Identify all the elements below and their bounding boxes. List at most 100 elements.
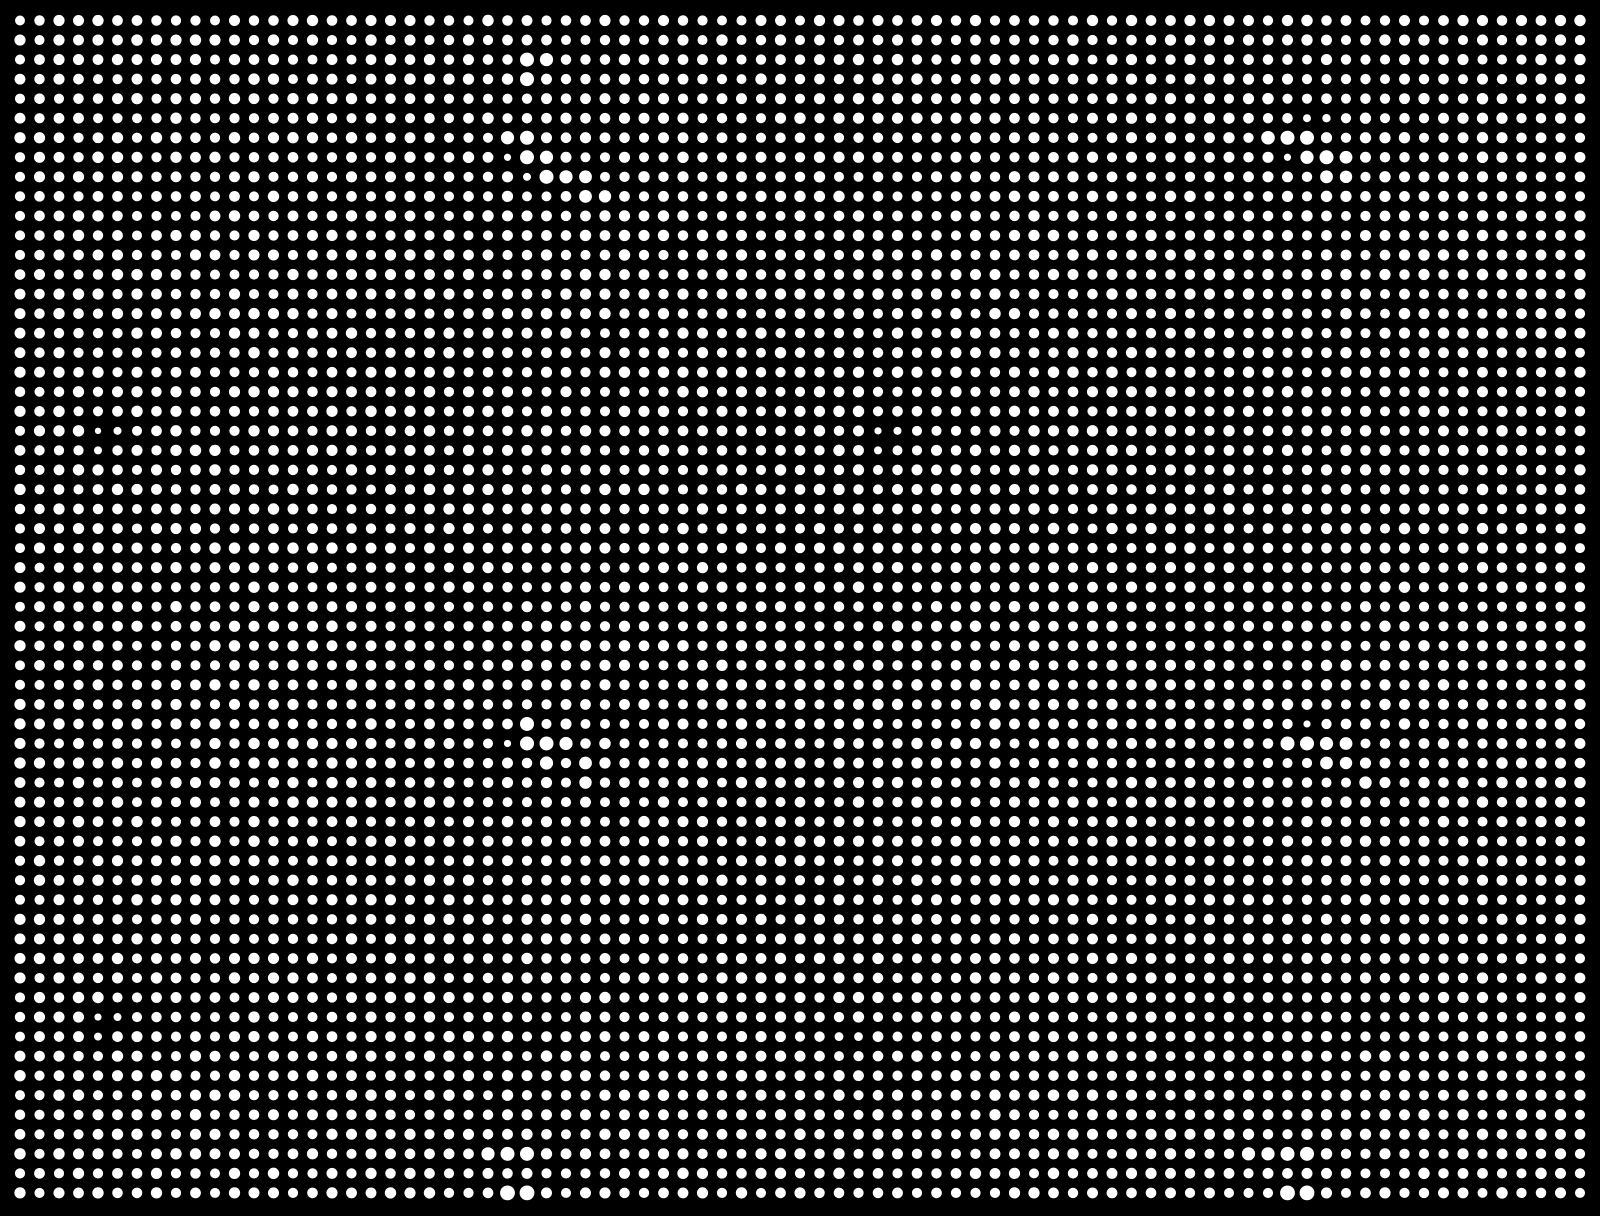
dot <box>1281 288 1294 300</box>
dot <box>1223 425 1235 437</box>
dot <box>1321 836 1332 847</box>
dot <box>1009 1148 1020 1160</box>
dot <box>677 855 689 867</box>
dot <box>53 1129 65 1140</box>
dot <box>541 112 552 124</box>
dot <box>482 992 494 1003</box>
dot <box>209 230 221 241</box>
dot <box>580 835 591 847</box>
dot <box>1457 991 1469 1004</box>
dot <box>1126 503 1137 515</box>
dot <box>1496 562 1508 573</box>
dot <box>443 913 455 925</box>
dot <box>853 269 864 280</box>
dot <box>34 894 45 905</box>
dot <box>53 171 65 183</box>
dot <box>794 933 806 945</box>
dot <box>248 679 260 691</box>
dot <box>541 1128 552 1140</box>
dot <box>736 308 747 319</box>
dot <box>1379 1168 1391 1179</box>
dot <box>599 1187 611 1199</box>
dot <box>53 1168 65 1179</box>
dot <box>248 367 260 378</box>
dot <box>209 777 221 789</box>
dot <box>1185 93 1195 104</box>
dot <box>14 366 26 378</box>
dot <box>228 620 241 632</box>
dot <box>33 151 46 163</box>
dot <box>307 992 318 1003</box>
dot <box>1457 1011 1469 1023</box>
dot <box>989 777 1001 788</box>
dot <box>794 542 806 554</box>
dot <box>599 14 611 27</box>
dot <box>463 816 474 828</box>
dot <box>112 191 123 202</box>
dot <box>1535 93 1547 104</box>
dot <box>989 972 1001 984</box>
dot <box>1515 210 1528 222</box>
dot <box>365 366 377 378</box>
dot <box>540 972 553 984</box>
dot <box>892 1168 903 1179</box>
dot <box>814 972 825 984</box>
dot <box>677 1187 689 1199</box>
dot <box>1321 406 1332 417</box>
dot <box>1047 1148 1060 1160</box>
dot <box>1438 777 1449 788</box>
dot <box>1282 875 1293 886</box>
dot <box>1360 738 1371 749</box>
dot <box>72 757 85 769</box>
dot <box>1320 1050 1333 1062</box>
dot <box>1223 386 1235 397</box>
dot <box>833 874 845 886</box>
dot <box>1048 640 1059 651</box>
dot <box>248 73 260 85</box>
dot <box>1340 484 1352 495</box>
dot <box>307 327 318 339</box>
dot <box>1067 288 1079 300</box>
dot <box>248 699 260 710</box>
dot <box>14 1128 26 1140</box>
dot <box>268 660 279 671</box>
dot <box>1243 660 1254 671</box>
dot <box>1320 54 1333 66</box>
dot <box>112 1148 123 1159</box>
dot <box>794 1187 806 1199</box>
dot <box>248 346 260 359</box>
dot <box>521 112 533 124</box>
dot <box>404 601 416 613</box>
dot <box>774 405 787 417</box>
dot <box>346 15 357 26</box>
dot <box>736 1050 747 1062</box>
dot <box>1301 855 1313 867</box>
dot <box>638 542 650 554</box>
dot <box>385 738 396 749</box>
dot <box>599 933 611 945</box>
dot <box>716 679 728 691</box>
dot <box>697 738 708 749</box>
dot <box>443 54 455 65</box>
dot <box>1028 816 1040 827</box>
dot <box>1009 1128 1020 1140</box>
dot <box>92 1109 104 1121</box>
dot <box>1223 1128 1235 1140</box>
dot <box>697 191 708 202</box>
dot <box>677 777 689 788</box>
dot <box>1145 1011 1157 1023</box>
dot <box>716 933 728 945</box>
dot <box>190 230 201 241</box>
dot <box>989 464 1001 476</box>
dot <box>131 992 143 1003</box>
dot <box>228 640 241 652</box>
dot <box>92 972 104 984</box>
dot <box>892 933 903 945</box>
dot <box>521 1070 533 1082</box>
dot <box>482 777 494 788</box>
dot <box>190 757 201 769</box>
dot <box>1009 503 1020 515</box>
dot <box>1009 288 1020 300</box>
dot <box>1398 34 1411 46</box>
dot <box>677 386 689 398</box>
